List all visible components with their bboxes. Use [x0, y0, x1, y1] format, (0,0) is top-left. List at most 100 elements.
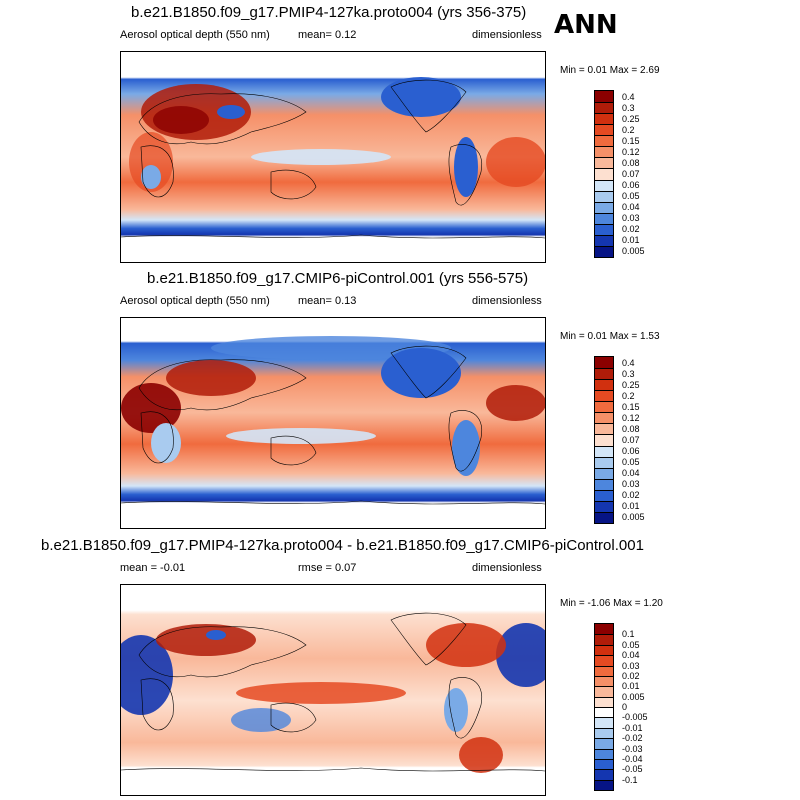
colorbar-swatch [595, 748, 613, 759]
panel-2-mean-label: mean= 0.13 [298, 295, 357, 307]
colorbar-swatch [595, 245, 613, 257]
panel-2-map [120, 317, 546, 529]
colorbar-tick-label: 0.07 [622, 169, 640, 179]
colorbar-tick-label: 0.005 [622, 512, 645, 523]
panel-3-title: b.e21.B1850.f09_g17.PMIP4-127ka.proto004… [41, 537, 644, 554]
colorbar-swatch [595, 738, 613, 749]
colorbar-tick-label: 0.04 [622, 468, 640, 479]
colorbar-swatch [595, 135, 613, 147]
colorbar-swatch [595, 758, 613, 770]
colorbar-swatch [595, 445, 613, 457]
colorbar-swatch [595, 146, 613, 158]
colorbar-swatch [595, 201, 613, 213]
colorbar-swatch [595, 779, 613, 790]
colorbar-swatch [595, 390, 613, 402]
colorbar-swatch [595, 727, 613, 739]
colorbar-tick-label: 0.2 [622, 124, 635, 135]
colorbar-swatch [595, 434, 613, 446]
colorbar-tick-label: 0.02 [622, 224, 640, 235]
colorbar-tick-label: 0.1 [622, 629, 635, 640]
colorbar-swatch [595, 157, 613, 169]
panel-1-map [120, 51, 546, 263]
colorbar-tick-label: -0.03 [622, 743, 643, 754]
colorbar-tick-label: 0.02 [622, 670, 640, 681]
colorbar-tick-label: 0 [622, 702, 628, 712]
panel-1-map-plot [121, 52, 545, 262]
colorbar-tick-label: 0.4 [622, 91, 635, 102]
colorbar-tick-label: 0.05 [622, 457, 640, 468]
colorbar-swatch [595, 624, 613, 635]
panel-2-variable-label: Aerosol optical depth (550 nm) [120, 295, 270, 307]
colorbar-tick-label: 0.04 [622, 202, 640, 213]
colorbar-swatch [595, 478, 613, 490]
panel-3-map-plot [121, 585, 545, 795]
colorbar-tick-label: -0.02 [622, 733, 643, 744]
colorbar-swatch [595, 769, 613, 780]
colorbar-swatch [595, 379, 613, 391]
colorbar-tick-label: 0.06 [622, 180, 640, 191]
panel-3-rmse-label: rmse = 0.07 [298, 562, 357, 574]
panel-2-colorbar [594, 356, 614, 524]
panel-1-variable-label: Aerosol optical depth (550 nm) [120, 29, 270, 41]
colorbar-swatch [595, 179, 613, 191]
colorbar-tick-label: 0.03 [622, 479, 640, 490]
colorbar-swatch [595, 124, 613, 136]
colorbar-tick-label: 0.01 [622, 681, 640, 692]
colorbar-swatch [595, 467, 613, 479]
colorbar-swatch [595, 168, 613, 180]
colorbar-tick-label: 0.02 [622, 490, 640, 501]
panel-3-colorbar [594, 623, 614, 791]
colorbar-swatch [595, 696, 613, 707]
colorbar-tick-label: 0.25 [622, 113, 640, 124]
panel-2-title: b.e21.B1850.f09_g17.CMIP6-piControl.001 … [147, 270, 529, 287]
panel-3-mean-label: mean = -0.01 [120, 562, 186, 574]
colorbar-tick-label: 0.07 [622, 435, 640, 445]
colorbar-tick-label: -0.01 [622, 722, 643, 733]
panel-3-units-label: dimensionless [472, 562, 542, 574]
colorbar-swatch [595, 368, 613, 380]
colorbar-swatch [595, 357, 613, 369]
colorbar-tick-label: -0.05 [622, 764, 643, 775]
colorbar-swatch [595, 91, 613, 103]
panel-3-map [120, 584, 546, 796]
colorbar-swatch [595, 412, 613, 424]
colorbar-tick-label: 0.005 [622, 691, 645, 702]
colorbar-swatch [595, 113, 613, 125]
colorbar-tick-label: 0.005 [622, 246, 645, 257]
colorbar-swatch [595, 644, 613, 656]
colorbar-swatch [595, 234, 613, 246]
colorbar-swatch [595, 707, 613, 718]
colorbar-tick-label: 0.12 [622, 146, 640, 157]
colorbar-tick-label: 0.03 [622, 213, 640, 224]
colorbar-swatch [595, 675, 613, 687]
colorbar-tick-label: 0.25 [622, 379, 640, 390]
colorbar-tick-label: 0.03 [622, 660, 640, 671]
colorbar-tick-label: 0.4 [622, 357, 635, 368]
colorbar-swatch [595, 190, 613, 202]
panel-1-mean-label: mean= 0.12 [298, 29, 357, 41]
colorbar-swatch [595, 489, 613, 501]
colorbar-swatch [595, 212, 613, 224]
colorbar-tick-label: 0.01 [622, 501, 640, 512]
colorbar-tick-label: 0.05 [622, 639, 640, 650]
colorbar-swatch [595, 223, 613, 235]
colorbar-tick-label: 0.01 [622, 235, 640, 246]
colorbar-tick-label: 0.08 [622, 423, 640, 434]
colorbar-swatch [595, 511, 613, 523]
panel-1-colorbar [594, 90, 614, 258]
colorbar-tick-label: -0.04 [622, 753, 643, 764]
colorbar-tick-label: 0.12 [622, 412, 640, 423]
colorbar-swatch [595, 500, 613, 512]
panel-1-title: b.e21.B1850.f09_g17.PMIP4-127ka.proto004… [131, 4, 527, 21]
colorbar-swatch [595, 401, 613, 413]
colorbar-swatch [595, 456, 613, 468]
panel-1-units-label: dimensionless [472, 29, 542, 41]
colorbar-tick-label: 0.04 [622, 650, 640, 661]
colorbar-swatch [595, 102, 613, 114]
panel-2-map-plot [121, 318, 545, 528]
colorbar-swatch [595, 686, 613, 697]
colorbar-swatch [595, 655, 613, 666]
colorbar-swatch [595, 665, 613, 676]
colorbar-swatch [595, 717, 613, 728]
colorbar-swatch [595, 423, 613, 435]
